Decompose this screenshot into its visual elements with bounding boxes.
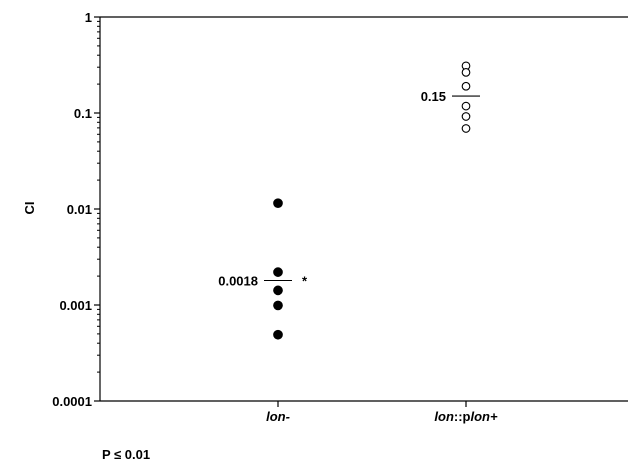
data-points — [273, 61, 471, 340]
data-point-filled — [273, 285, 283, 296]
data-point-open — [461, 101, 471, 111]
y-tick-label: 0.01 — [67, 202, 92, 217]
x-category-label: lon::plon+ — [434, 409, 498, 424]
y-axis-title: CI — [22, 202, 37, 215]
data-point-filled — [273, 198, 283, 209]
median-value-label: 0.0018 — [218, 273, 258, 288]
y-axis-ticks: 1 0.1 0.01 0.001 0.0001 — [52, 10, 100, 409]
x-category-label: lon- — [266, 409, 290, 424]
data-point-open — [461, 112, 471, 121]
y-tick-label: 0.1 — [74, 106, 92, 121]
data-point-open — [461, 68, 471, 77]
median-markers: 0.0018 * 0.15 — [218, 89, 480, 288]
y-tick-label: 0.0001 — [52, 394, 92, 409]
data-point-open — [461, 124, 471, 133]
x-axis-categories: lon-lon::plon+ — [266, 401, 498, 424]
p-value-footnote: P ≤ 0.01 — [102, 447, 151, 462]
y-tick-label: 0.001 — [59, 298, 92, 313]
data-point-filled — [273, 300, 283, 311]
median-value-label: 0.15 — [421, 89, 446, 104]
data-point-filled — [273, 329, 283, 340]
data-point-filled — [273, 267, 283, 277]
data-point-open — [461, 81, 471, 91]
significance-star: * — [302, 273, 308, 288]
y-tick-label: 1 — [85, 10, 92, 25]
axes — [99, 16, 628, 402]
